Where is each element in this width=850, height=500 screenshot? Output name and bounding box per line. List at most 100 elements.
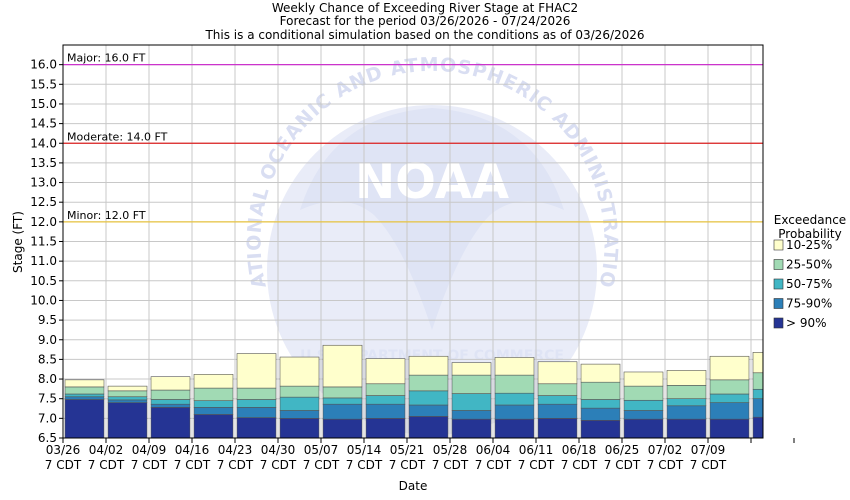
bar-segment <box>580 407 621 421</box>
bar-segment <box>408 416 449 439</box>
x-axis-label: Date <box>399 479 428 493</box>
bar-segment <box>451 362 492 376</box>
y-tick-label: 16.0 <box>30 58 57 72</box>
threshold-lines: Major: 16.0 FT Moderate: 14.0 FT Minor: 12… <box>63 52 763 223</box>
bar-segment <box>150 399 191 405</box>
bar-segment <box>451 418 492 439</box>
x-tick-date: 07/02 <box>648 443 683 457</box>
y-tick-label: 11.0 <box>30 254 57 268</box>
y-axis-ticks: 6.5 7.0 7.5 8.0 8.5 9.0 9.5 10.0 10.5 11.0 11.5 12.… <box>30 58 63 445</box>
bar-segment <box>193 374 234 389</box>
bar-segment <box>623 410 664 420</box>
bar-segment <box>752 372 764 390</box>
y-tick-label: 12.0 <box>30 215 57 229</box>
y-tick-label: 7.5 <box>38 392 57 406</box>
x-tick-tz: 7 CDT <box>475 458 512 472</box>
x-tick-date: 06/11 <box>519 443 554 457</box>
bar-segment <box>623 385 664 401</box>
bar-segment <box>193 407 234 415</box>
chart-title-line-3: This is a conditional simulation based o… <box>204 28 644 42</box>
bar-segment <box>279 418 320 439</box>
y-tick-label: 8.0 <box>38 372 57 386</box>
bar-segment <box>365 395 406 405</box>
bar-segment <box>193 387 234 401</box>
y-tick-label: 10.5 <box>30 274 57 288</box>
x-tick-tz: 7 CDT <box>88 458 125 472</box>
bar-segment <box>537 418 578 439</box>
bar-segment <box>322 418 363 439</box>
bar-segment <box>537 361 578 385</box>
bar-segment <box>709 355 750 381</box>
x-tick-tz: 7 CDT <box>303 458 340 472</box>
x-tick-date: 05/07 <box>304 443 339 457</box>
bar-segment <box>580 420 621 439</box>
bar-segment <box>666 405 707 420</box>
x-tick-date: 04/02 <box>89 443 124 457</box>
bar-segment <box>494 418 535 439</box>
bar-segment <box>150 403 191 408</box>
bar-segment <box>752 416 764 439</box>
legend-title-line-1: Exceedance <box>774 213 846 227</box>
x-tick-date: 04/30 <box>261 443 296 457</box>
x-tick-tz: 7 CDT <box>604 458 641 472</box>
bar-segment <box>494 357 535 376</box>
bar-segment <box>752 388 764 400</box>
x-tick-date: 04/09 <box>132 443 167 457</box>
bar-segment <box>64 379 105 388</box>
x-tick-tz: 7 CDT <box>561 458 598 472</box>
x-tick-date: 07/09 <box>691 443 726 457</box>
threshold-label: Moderate: 14.0 FT <box>67 130 168 143</box>
bar-segment <box>64 393 105 398</box>
x-tick-date: 05/14 <box>347 443 382 457</box>
bar-segment <box>666 385 707 400</box>
y-tick-label: 15.5 <box>30 77 57 91</box>
legend-swatch <box>773 239 784 251</box>
chart-title-line-1: Weekly Chance of Exceeding River Stage a… <box>272 1 578 15</box>
bar-segment <box>709 393 750 403</box>
legend-label: 25-50% <box>786 258 832 272</box>
bar-segment <box>279 410 320 419</box>
bar-segment <box>236 417 277 439</box>
bar-segment <box>408 404 449 417</box>
y-tick-label: 13.0 <box>30 176 57 190</box>
bar-segment <box>365 403 406 419</box>
x-tick-date: 05/21 <box>390 443 425 457</box>
bar-segment <box>666 398 707 407</box>
x-tick-tz: 7 CDT <box>518 458 555 472</box>
bar-segment <box>752 398 764 418</box>
bar-segment <box>365 418 406 439</box>
bar-segment <box>709 402 750 420</box>
x-tick-date: 04/23 <box>218 443 253 457</box>
bar-segment <box>193 400 234 408</box>
bar-segment <box>494 374 535 394</box>
bar-segment <box>107 390 148 398</box>
x-tick-date: 04/16 <box>175 443 210 457</box>
chart-title-line-2: Forecast for the period 03/26/2026 - 07/… <box>280 14 571 28</box>
bar-segment <box>64 399 105 439</box>
bar-segment <box>107 399 148 403</box>
bar-segment <box>193 414 234 439</box>
bar-segment <box>322 397 363 405</box>
threshold-label: Major: 16.0 FT <box>67 52 146 65</box>
bar-segment <box>580 363 621 383</box>
legend-swatch <box>773 317 784 329</box>
x-tick-tz: 7 CDT <box>389 458 426 472</box>
y-tick-label: 12.5 <box>30 195 57 209</box>
threshold-label: Minor: 12.0 FT <box>67 209 146 222</box>
legend-label: 50-75% <box>786 277 832 291</box>
bar-segment <box>537 383 578 396</box>
bar-segment <box>236 399 277 408</box>
bar-segment <box>451 393 492 411</box>
bar-segment <box>623 371 664 387</box>
bar-segment <box>107 402 148 439</box>
x-tick-tz: 7 CDT <box>647 458 684 472</box>
bar-segment <box>279 385 320 398</box>
watermark-gull-icon <box>300 108 564 330</box>
y-tick-label: 7.0 <box>38 411 57 425</box>
bar-segment <box>709 379 750 395</box>
legend-label: 75-90% <box>786 297 832 311</box>
bar-segment <box>64 386 105 395</box>
bar-segment <box>537 403 578 419</box>
legend-swatch <box>773 278 784 290</box>
x-tick-date: 06/18 <box>562 443 597 457</box>
